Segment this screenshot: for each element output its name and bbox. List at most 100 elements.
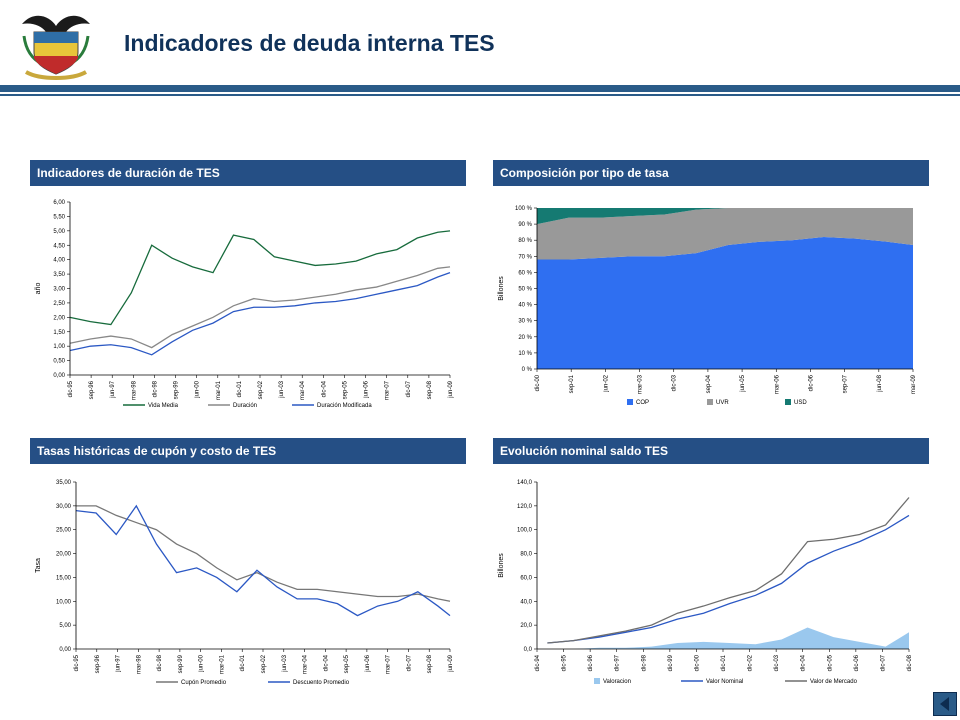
legend-label-valor-de-mercado: Valor de Mercado bbox=[810, 679, 858, 685]
y-tick-label: 30 % bbox=[518, 319, 532, 325]
y-tick-label: 35,00 bbox=[56, 480, 72, 486]
line-valor-nominal bbox=[547, 514, 910, 644]
y-tick-label: 4,00 bbox=[53, 258, 65, 264]
y-tick-label: 20,00 bbox=[56, 552, 72, 558]
legend-label-duracion: Duración bbox=[233, 403, 257, 409]
x-tick-label: jun-97 bbox=[110, 380, 116, 398]
chart-saldo: 0,0 20,0 40,0 60,0 80,0 100,0 120,0 140,0 dic-94… bbox=[498, 480, 913, 685]
y-tick-label: 25,00 bbox=[56, 528, 72, 534]
legend-label-valor-nominal: Valor Nominal bbox=[706, 679, 743, 685]
area-usd bbox=[537, 208, 913, 225]
x-tick-label: mar-01 bbox=[219, 654, 225, 674]
y-tick-label: 2,00 bbox=[53, 315, 65, 321]
y-tick-label: 100 % bbox=[515, 206, 533, 212]
x-tick-label: dic-96 bbox=[588, 654, 594, 671]
x-tick-label: mar-06 bbox=[774, 374, 780, 394]
y-tick-label: 1,00 bbox=[53, 344, 65, 350]
y-axis-label: año bbox=[35, 283, 42, 295]
x-tick-label: dic-97 bbox=[615, 654, 621, 671]
x-tick-label: jun-05 bbox=[740, 374, 746, 392]
legend-label-vida-media: Vida Media bbox=[148, 403, 179, 409]
legend-swatch-usd bbox=[785, 399, 791, 405]
y-tick-label: 2,50 bbox=[53, 301, 65, 307]
x-tick-label: dic-94 bbox=[535, 654, 541, 671]
y-tick-label: 140,0 bbox=[517, 480, 533, 486]
x-tick-label: sep-05 bbox=[344, 654, 350, 673]
x-tick-label: dic-01 bbox=[237, 380, 243, 397]
y-tick-label: 6,00 bbox=[53, 200, 65, 206]
y-tick-label: 0,00 bbox=[59, 647, 71, 653]
chart-composicion: 0 % 10 % 20 % 30 % 40 % 50 % 60 % 70 % 80 % 90 % 1… bbox=[498, 206, 917, 406]
y-tick-label: 5,50 bbox=[53, 214, 65, 220]
x-tick-label: sep-02 bbox=[261, 654, 267, 673]
y-tick-label: 40,0 bbox=[520, 599, 532, 605]
y-tick-label: 70 % bbox=[518, 254, 532, 260]
x-tick-label: sep-08 bbox=[427, 380, 433, 399]
x-tick-label: jun-02 bbox=[603, 374, 609, 392]
x-tick-label: sep-96 bbox=[89, 380, 95, 399]
x-tick-label: jun-03 bbox=[282, 654, 288, 672]
x-tick-label: dic-95 bbox=[562, 654, 568, 671]
y-tick-label: 1,50 bbox=[53, 330, 65, 336]
y-tick-label: 10,00 bbox=[56, 599, 72, 605]
line-duracion bbox=[69, 266, 451, 349]
coat-of-arms-logo bbox=[22, 15, 90, 80]
x-tick-label: dic-04 bbox=[801, 654, 807, 671]
x-tick-label: dic-06 bbox=[854, 654, 860, 671]
legend-swatch-uvr bbox=[707, 399, 713, 405]
panel-header-composicion: Composición por tipo de tasa bbox=[493, 160, 929, 186]
y-tick-label: 30,00 bbox=[56, 504, 72, 510]
y-tick-label: 5,00 bbox=[53, 229, 65, 235]
y-tick-label: 0 % bbox=[522, 367, 533, 373]
page-title: Indicadores de deuda interna TES bbox=[124, 30, 495, 56]
x-tick-label: dic-00 bbox=[535, 374, 541, 391]
legend-label-duracion-modificada: Duración Modificada bbox=[317, 403, 372, 409]
area-cop bbox=[537, 236, 913, 369]
x-tick-label: dic-03 bbox=[672, 374, 678, 391]
x-tick-label: dic-95 bbox=[68, 380, 74, 397]
back-button[interactable] bbox=[933, 692, 957, 716]
legend-label-cupon-promedio: Cupón Promedio bbox=[181, 680, 227, 686]
x-tick-label: sep-99 bbox=[178, 654, 184, 673]
x-tick-label: sep-99 bbox=[174, 380, 180, 399]
chart-duracion: 0,00 0,50 1,00 1,50 2,00 2,50 3,00 3,50 4,00 4,50… bbox=[35, 200, 454, 409]
y-tick-label: 120,0 bbox=[517, 504, 533, 510]
x-tick-label: jun-06 bbox=[364, 380, 370, 398]
x-tick-label: dic-98 bbox=[157, 654, 163, 671]
line-descuento-promedio bbox=[75, 504, 451, 617]
x-tick-label: sep-07 bbox=[843, 374, 849, 393]
x-tick-label: jun-00 bbox=[195, 380, 201, 398]
x-tick-label: dic-05 bbox=[827, 654, 833, 671]
x-tick-label: dic-08 bbox=[907, 654, 913, 671]
y-tick-label: 80 % bbox=[518, 238, 532, 244]
x-tick-label: dic-99 bbox=[668, 654, 674, 671]
legend-label-cop: COP bbox=[636, 400, 649, 406]
x-tick-label: sep-08 bbox=[427, 654, 433, 673]
x-tick-label: mar-98 bbox=[136, 654, 142, 674]
header-rule-thin bbox=[0, 94, 960, 96]
y-tick-label: 90 % bbox=[518, 222, 532, 228]
x-tick-label: sep-96 bbox=[95, 654, 101, 673]
x-tick-label: dic-01 bbox=[721, 654, 727, 671]
x-tick-label: dic-01 bbox=[240, 654, 246, 671]
y-tick-label: 0,0 bbox=[524, 647, 533, 653]
x-tick-label: mar-07 bbox=[386, 654, 392, 674]
x-tick-label: mar-04 bbox=[300, 380, 306, 400]
legend-swatch-cop bbox=[627, 399, 633, 405]
header-rule bbox=[0, 85, 960, 92]
x-tick-label: dic-07 bbox=[406, 654, 412, 671]
legend-label-valoracion: Valoracion bbox=[603, 679, 631, 685]
legend-swatch-valoracion bbox=[594, 678, 600, 684]
area-uvr bbox=[537, 208, 913, 260]
x-tick-label: sep-04 bbox=[706, 374, 712, 393]
x-tick-label: jun-09 bbox=[448, 654, 454, 672]
triangle-left-icon bbox=[940, 697, 949, 711]
x-tick-label: sep-02 bbox=[258, 380, 264, 399]
y-axis-label: Billones bbox=[498, 553, 505, 578]
y-tick-label: 3,50 bbox=[53, 272, 65, 278]
x-tick-label: dic-02 bbox=[748, 654, 754, 671]
legend-label-usd: USD bbox=[794, 400, 807, 406]
panel-header-tasas: Tasas históricas de cupón y costo de TES bbox=[30, 438, 466, 464]
panel-header-duracion: Indicadores de duración de TES bbox=[30, 160, 466, 186]
legend-label-uvr: UVR bbox=[716, 400, 729, 406]
